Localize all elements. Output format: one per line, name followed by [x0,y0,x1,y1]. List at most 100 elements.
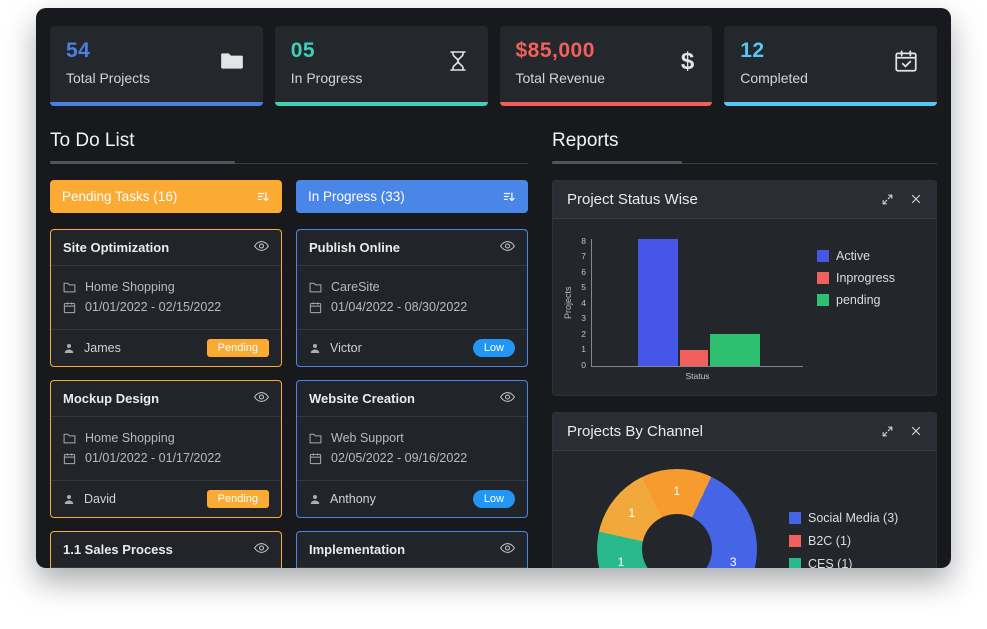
stat-label: Total Revenue [515,70,606,86]
legend-item: pending [817,293,895,307]
task-title: Mockup Design [63,391,160,406]
close-icon[interactable] [910,193,922,206]
legend-item: CES (1) [789,557,922,568]
scroll-thumb[interactable] [552,161,682,164]
person-icon [64,343,74,353]
task-project-row: Home Shopping [63,280,269,294]
hourglass-icon [446,48,470,79]
sort-icon[interactable] [502,190,516,204]
task-assignee: David [63,492,116,506]
eye-icon[interactable] [254,240,269,255]
person-icon [310,343,320,353]
donut-slice-label: 1 [617,555,625,568]
y-tick-label: 8 [581,236,586,246]
task-card[interactable]: 1.1 Sales Process Project Cryslas [50,531,282,568]
panel-actions [881,425,922,438]
task-card-body: Web Support 02/05/2022 - 09/16/2022 [297,417,527,480]
task-card[interactable]: Site Optimization Home Shopping 01/01/20… [50,229,282,367]
task-card[interactable]: Mockup Design Home Shopping 01/01/2022 -… [50,380,282,518]
task-dates: 01/01/2022 - 02/15/2022 [85,300,222,314]
task-card-header: Mockup Design [51,381,281,417]
stats-row: 54 Total Projects 05 In Progress $85,000… [50,26,937,106]
task-card-header: Implementation [297,532,527,568]
legend-color-swatch [789,512,801,524]
reports-section-title: Reports [552,130,619,151]
stat-value: 54 [66,39,91,62]
dashboard: 54 Total Projects 05 In Progress $85,000… [36,8,951,568]
eye-icon[interactable] [500,240,515,255]
folder-outline-icon [63,433,76,444]
legend-item: Inprogress [817,271,895,285]
task-assignee: James [63,341,121,355]
y-tick-label: 7 [581,251,586,262]
kanban-column-in-progress: In Progress (33) Publish Online [296,180,528,568]
task-title: Publish Online [309,240,401,255]
stat-value: 12 [740,39,765,62]
task-assignee: Victor [309,341,362,355]
task-project-row: Web Support [309,431,515,445]
legend-label: pending [836,293,881,307]
task-card-body: Home Shopping 01/01/2022 - 02/15/2022 [51,266,281,329]
stat-accent-bar [274,102,488,106]
sort-icon[interactable] [256,190,270,204]
task-dates-row: 01/04/2022 - 08/30/2022 [309,300,515,314]
person-icon [310,494,320,504]
task-dates: 02/05/2022 - 09/16/2022 [331,451,468,465]
task-card-header: Publish Online [297,230,527,266]
task-card-header: Website Creation [297,381,527,417]
bar-chart-yticks: 8 7 6 5 4 3 2 1 0 [573,237,591,369]
task-dates: 01/04/2022 - 08/30/2022 [331,300,468,314]
panel-title: Projects By Channel [567,423,703,440]
priority-badge: Low [472,339,515,357]
task-card-footer: David Pending [51,480,281,517]
reports-section: Reports Project Status Wise Projects 8 7 6… [552,130,937,568]
assignee-name: Victor [330,341,362,355]
eye-icon[interactable] [254,542,269,557]
donut-slice-label: 1 [673,484,681,499]
panel-actions [881,193,922,206]
stat-card-total-projects: 54 Total Projects [50,26,263,106]
bar-chart-bars [638,239,760,366]
task-card-footer: Victor Low [297,329,527,366]
legend-label: B2C (1) [808,534,852,548]
legend-color-swatch [817,272,829,284]
column-header-label: Pending Tasks (16) [62,189,178,204]
bar-chart: Projects 8 7 6 5 4 3 2 1 0 Status Active Inprogre… [553,219,936,395]
donut-slice-label: 3 [729,554,737,568]
y-tick-label: 5 [581,282,586,293]
task-title: 1.1 Sales Process [63,542,173,557]
task-card-body: CareSite 01/04/2022 - 08/30/2022 [297,266,527,329]
task-project: Web Support [331,431,404,445]
legend-color-swatch [817,294,829,306]
y-tick-label: 0 [581,359,586,370]
scroll-thumb[interactable] [50,161,235,164]
legend-label: Social Media (3) [808,511,899,525]
calendar-icon [309,301,322,313]
stat-accent-bar [724,102,937,106]
donut-wrap: 13111 [597,469,757,568]
donut-hole [642,514,712,568]
donut-slice-label: 1 [628,506,636,521]
expand-icon[interactable] [881,193,894,206]
task-dates-row: 01/01/2022 - 01/17/2022 [63,451,269,465]
folder-outline-icon [63,282,76,293]
task-card[interactable]: Publish Online CareSite 01/04/2022 - 08/… [296,229,528,367]
task-title: Website Creation [309,391,415,406]
assignee-name: James [84,341,121,355]
todo-section-rule [50,161,528,164]
task-project: Home Shopping [85,280,175,294]
y-tick-label: 3 [581,313,586,324]
eye-icon[interactable] [254,391,269,406]
task-card[interactable]: Implementation E-commerce site [296,531,528,568]
kanban-column-header-pending: Pending Tasks (16) [50,180,282,213]
stat-card-total-revenue: $85,000 Total Revenue $ [499,26,713,106]
bar-Active [638,239,678,366]
task-dates: 01/01/2022 - 01/17/2022 [85,451,222,465]
y-tick-label: 1 [581,344,586,355]
eye-icon[interactable] [500,391,515,406]
expand-icon[interactable] [881,425,894,438]
stat-card-in-progress: 05 In Progress [274,26,488,106]
close-icon[interactable] [910,425,922,438]
eye-icon[interactable] [500,542,515,557]
task-card[interactable]: Website Creation Web Support 02/05/2022 … [296,380,528,518]
